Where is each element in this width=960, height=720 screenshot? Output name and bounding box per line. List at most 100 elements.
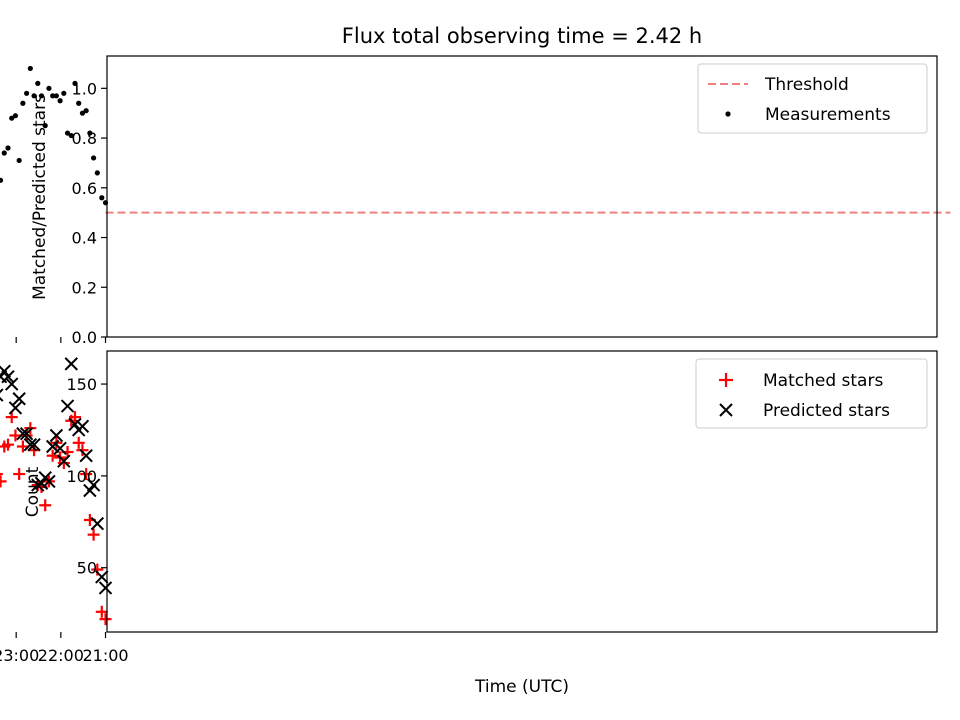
- predicted-star-point: [16, 426, 30, 441]
- matched-star-point: [76, 444, 89, 457]
- ratio-legend-box: [697, 63, 928, 134]
- predicted-star-point: [95, 570, 109, 584]
- predicted-star-point: [31, 478, 45, 492]
- predicted-star-point: [34, 476, 49, 490]
- measurement-point: [12, 113, 19, 119]
- threshold-legend-label: Threshold: [764, 75, 849, 95]
- matched-star-point: [87, 528, 100, 541]
- count-y-tick-label: 100: [66, 467, 97, 486]
- measurement-point: [31, 93, 37, 99]
- ratio-y-axis-label: Matched/Predicted stars: [30, 94, 50, 300]
- measurement-point: [68, 132, 74, 139]
- predicted-star-point: [64, 357, 78, 371]
- measurement-point: [64, 130, 71, 136]
- measurement-point: [76, 100, 82, 106]
- matched-star-point: [99, 613, 112, 626]
- ratio-y-tick-label: 1.0: [72, 79, 97, 98]
- measurement-point: [0, 177, 4, 183]
- matched-star-point: [0, 440, 11, 453]
- measurement-point: [24, 90, 30, 96]
- predicted-star-point: [83, 483, 97, 498]
- measurement-point: [87, 130, 93, 136]
- predicted-star-point: [8, 401, 23, 415]
- matched-legend-swatch: [719, 373, 733, 387]
- count-y-tick-label: 150: [66, 375, 97, 394]
- predicted-star-point: [49, 428, 64, 443]
- matched-star-point: [24, 422, 37, 435]
- predicted-star-point: [19, 426, 34, 441]
- matched-star-point: [39, 499, 52, 512]
- matched-star-point: [9, 429, 22, 442]
- predicted-star-point: [12, 392, 26, 406]
- measurement-point: [91, 155, 97, 161]
- chart-title: Flux total observing time = 2.42 h: [342, 24, 702, 48]
- measurement-point: [20, 100, 26, 106]
- measurement-point: [46, 85, 52, 91]
- measurement-point: [94, 170, 100, 176]
- count-y-tick-label: 50: [77, 559, 97, 578]
- ratio-y-tick-label: 0.8: [72, 129, 97, 148]
- predicted-star-point: [23, 437, 38, 452]
- predicted-star-point: [79, 448, 93, 463]
- x-tick-label: 23:00: [0, 646, 39, 665]
- measurement-point: [50, 93, 56, 99]
- measurement-point: [79, 110, 86, 116]
- predicted-star-point: [0, 388, 4, 402]
- predicted-star-point: [68, 417, 82, 432]
- measurement-point: [9, 115, 15, 121]
- matched-star-point: [46, 449, 59, 462]
- ratio-panel-frame: [106, 55, 938, 338]
- x-tick-label: 21:00: [82, 646, 128, 665]
- measurement-point: [5, 145, 11, 151]
- matched-star-point: [0, 475, 7, 488]
- x-tick-label: 22:00: [38, 646, 84, 665]
- measurement-point: [42, 123, 48, 129]
- ratio-legend: Threshold Measurements: [697, 63, 928, 134]
- matched-star-point: [72, 436, 85, 449]
- predicted-legend-label: Predicted stars: [763, 401, 890, 421]
- count-panel-frame: [106, 350, 938, 633]
- matched-star-point: [16, 440, 29, 453]
- count-legend-box: [695, 358, 928, 429]
- predicted-star-point: [60, 399, 75, 413]
- ratio-y-tick-label: 0.0: [72, 328, 97, 347]
- matched-star-point: [28, 444, 41, 457]
- x-axis-label: Time (UTC): [474, 677, 569, 697]
- predicted-star-point: [57, 454, 71, 468]
- ratio-y-tick-label: 0.4: [72, 229, 97, 248]
- matched-star-point: [95, 605, 108, 618]
- measurement-point: [83, 108, 89, 114]
- matched-star-point: [0, 472, 3, 476]
- measurement-point: [16, 157, 22, 164]
- matched-star-point: [80, 468, 93, 481]
- measurement-point: [72, 80, 78, 86]
- predicted-star-point: [5, 377, 19, 391]
- predicted-star-point: [45, 439, 60, 454]
- predicted-star-point: [98, 581, 113, 595]
- measurement-point: [99, 195, 105, 201]
- ratio-y-tick-label: 0.2: [72, 278, 97, 297]
- measurement-point: [38, 93, 45, 99]
- measurement-point: [61, 90, 67, 96]
- measurement-point: [35, 80, 41, 86]
- ratio-y-tick-label: 0.6: [72, 179, 97, 198]
- measurements-legend-label: Measurements: [765, 105, 891, 125]
- matched-legend-label: Matched stars: [763, 371, 883, 391]
- count-legend: Matched stars Predicted stars: [695, 358, 928, 429]
- measurement-point: [1, 150, 7, 156]
- matched-star-point: [5, 411, 18, 424]
- measurement-point: [27, 65, 33, 72]
- matched-star-point: [20, 429, 33, 442]
- measurement-point: [53, 93, 59, 99]
- matched-star-point: [13, 468, 26, 481]
- measurement-point: [57, 98, 63, 104]
- ratio-panel: 0.0 0.2 0.4 0.6 0.8 1.0 Matched/Predicted sta…: [0, 55, 951, 347]
- predicted-star-point: [90, 516, 105, 531]
- predicted-star-point: [0, 370, 8, 384]
- predicted-star-point: [27, 437, 41, 452]
- measurements-legend-swatch: [725, 111, 731, 117]
- count-y-axis-label: Count: [23, 466, 43, 517]
- predicted-legend-swatch: [719, 403, 733, 417]
